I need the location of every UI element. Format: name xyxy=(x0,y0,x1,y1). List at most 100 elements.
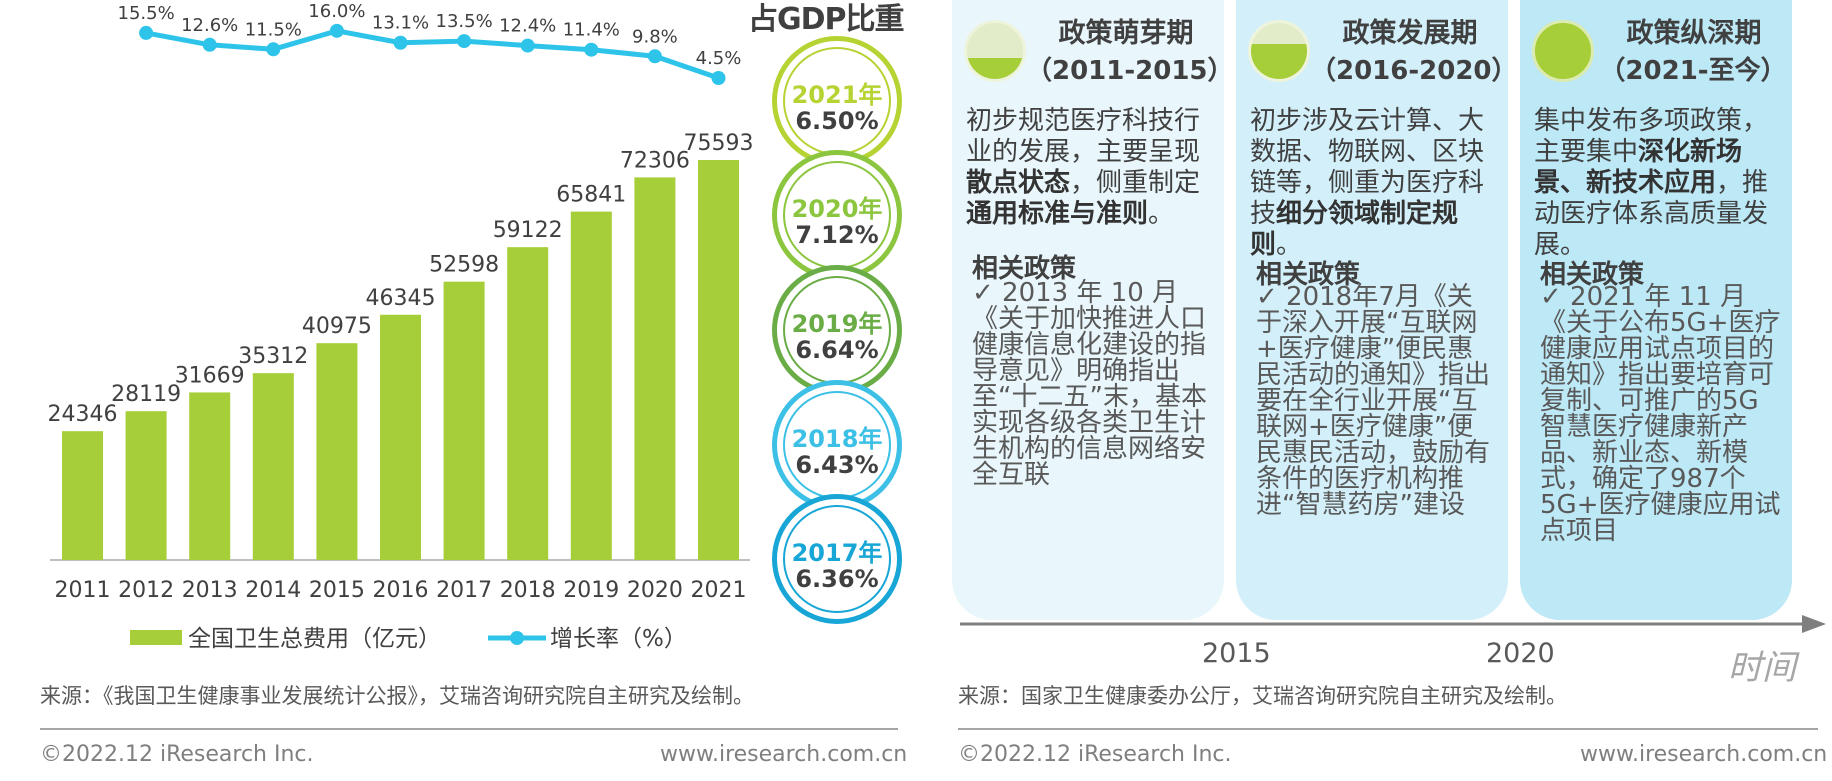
bar-2018 xyxy=(507,247,549,560)
bar-2015 xyxy=(316,343,358,560)
timeline-arrow-icon xyxy=(1802,615,1826,633)
phase-years: （2016-2020） xyxy=(1310,56,1518,86)
growth-rate-label: 13.5% xyxy=(436,11,493,32)
left-source-note: 来源：《我国卫生健康事业发展统计公报》，艾瑞咨询研究院自主研究及绘制。 xyxy=(40,684,754,708)
growth-rate-point xyxy=(457,34,472,49)
legend-line-marker xyxy=(510,631,524,645)
growth-rate-point xyxy=(647,49,662,64)
desc-text: ，推动医疗体系高质量发展。 xyxy=(1534,168,1769,260)
gdp-ring-value: 6.64% xyxy=(795,336,879,364)
right-website: www.iresearch.com.cn xyxy=(1580,742,1828,767)
emphasis-text: 通用标准与准则 xyxy=(966,199,1149,229)
phase-progress-icon-low xyxy=(964,20,1026,82)
x-tick-label: 2020 xyxy=(627,578,683,603)
gdp-ring-value: 6.43% xyxy=(795,451,879,479)
legend-bar-label: 全国卫生总费用（亿元） xyxy=(188,626,441,652)
gdp-ring-1: 2020年 7.12% xyxy=(772,150,902,280)
bar-value-label: 28119 xyxy=(111,382,181,407)
gdp-ring-year: 2021年 xyxy=(791,81,883,109)
x-tick-label: 2016 xyxy=(373,578,429,603)
gdp-ring-year: 2020年 xyxy=(791,195,883,223)
growth-rate-label: 4.5% xyxy=(696,48,742,69)
bar-value-label: 46345 xyxy=(366,286,436,311)
growth-rate-label: 12.4% xyxy=(499,16,556,37)
timeline-tick-2015: 2015 xyxy=(1202,638,1271,669)
bar-value-label: 40975 xyxy=(302,314,372,339)
phase-title: 政策纵深期 xyxy=(1626,18,1762,49)
emphasis-text: 深化新场景、新技术应用 xyxy=(1534,137,1743,198)
x-tick-label: 2011 xyxy=(55,578,111,603)
emphasis-text: 散点状态 xyxy=(966,168,1071,198)
related-policy-heading: 相关政策 xyxy=(1540,260,1645,290)
gdp-ring-4: 2017年 6.36% xyxy=(772,494,902,624)
desc-text: 初步涉及云计算、大数据、物联网、区块链等，侧重为医疗科技 xyxy=(1250,106,1485,229)
phase-progress-icon-full xyxy=(1532,20,1594,82)
timeline-axis xyxy=(960,615,1826,633)
bar-2020 xyxy=(634,177,676,561)
phase-panel-3: 政策纵深期 （2021-至今） 集中发布多项政策，主要集中深化新场景、新技术应用… xyxy=(1520,0,1792,620)
gdp-ring-value: 6.50% xyxy=(795,107,879,135)
growth-rate-point xyxy=(139,25,154,40)
growth-rate-label: 12.6% xyxy=(181,15,238,36)
bar-value-label: 24346 xyxy=(48,402,118,427)
phase-title: 政策发展期 xyxy=(1342,18,1478,49)
right-copyright: ©2022.12 iResearch Inc. xyxy=(958,742,1232,767)
phase-years: （2011-2015） xyxy=(1026,56,1234,86)
bar-2019 xyxy=(570,211,612,560)
bar-2011 xyxy=(62,431,103,560)
gdp-ring-inner xyxy=(783,505,891,613)
growth-rate-point xyxy=(202,37,217,52)
related-policy-text: ✓ 2013 年 10 月《关于加快推进人口健康信息化建设的指导意见》明确指出至… xyxy=(972,278,1207,490)
desc-text: ，侧重制定 xyxy=(1070,168,1201,198)
left-copyright: ©2022.12 iResearch Inc. xyxy=(40,742,314,767)
bar-value-label: 72306 xyxy=(620,148,690,173)
growth-rate-label: 16.0% xyxy=(308,1,365,22)
growth-rate-point xyxy=(584,42,599,57)
growth-rate-point xyxy=(393,35,408,50)
left-website: www.iresearch.com.cn xyxy=(660,742,908,767)
related-policy-text: ✓ 2021 年 11 月《关于公布5G+医疗健康应用试点项目的通知》指出要培育… xyxy=(1540,282,1781,546)
growth-rate-label: 11.4% xyxy=(563,20,620,41)
bar-2017 xyxy=(443,281,485,560)
x-tick-label: 2014 xyxy=(245,578,301,603)
related-policy-heading: 相关政策 xyxy=(1256,260,1361,290)
x-tick-label: 2015 xyxy=(309,578,365,603)
timeline-axis-label: 时间 xyxy=(1728,648,1796,688)
x-tick-label: 2017 xyxy=(436,578,492,603)
bar-2016 xyxy=(380,314,421,560)
bar-value-label: 75593 xyxy=(684,131,754,156)
gdp-ring-2: 2019年 6.64% xyxy=(772,265,902,395)
x-tick-label: 2012 xyxy=(118,578,174,603)
desc-text: 。 xyxy=(1148,199,1175,229)
related-policy-heading: 相关政策 xyxy=(972,254,1077,284)
bar-value-label: 31669 xyxy=(175,363,245,388)
phase-panel-2: 政策发展期 （2016-2020） 初步涉及云计算、大数据、物联网、区块链等，侧… xyxy=(1236,0,1518,620)
desc-text: 。 xyxy=(1276,230,1303,260)
growth-rate-label: 15.5% xyxy=(118,3,175,24)
growth-rate-label: 9.8% xyxy=(632,26,678,47)
growth-rate-point xyxy=(520,38,535,53)
gdp-ring-0: 2021年 6.50% xyxy=(772,36,902,166)
phase-description: 集中发布多项政策，主要集中深化新场景、新技术应用，推动医疗体系高质量发展。 xyxy=(1534,106,1786,261)
phase-years: （2021-至今） xyxy=(1599,56,1787,86)
growth-rate-label: 11.5% xyxy=(245,19,302,40)
legend-bar-swatch xyxy=(130,630,182,645)
phase-description: 初步规范医疗科技行业的发展，主要呈现散点状态，侧重制定通用标准与准则。 xyxy=(966,106,1218,230)
growth-rate-line xyxy=(145,28,720,81)
gdp-ring-year: 2018年 xyxy=(791,425,883,453)
x-tick-label: 2019 xyxy=(563,578,619,603)
bar-2021 xyxy=(698,160,739,560)
gdp-ring-3: 2018年 6.43% xyxy=(772,380,902,510)
bar-value-label: 59122 xyxy=(493,218,563,243)
growth-rate-point xyxy=(329,23,344,38)
emphasis-text: 细分领域制定规则 xyxy=(1250,199,1459,260)
bar-2012 xyxy=(125,411,167,560)
timeline-tick-2020: 2020 xyxy=(1486,638,1555,669)
phase-progress-icon-mid xyxy=(1248,20,1310,82)
gdp-ring-year: 2017年 xyxy=(791,539,883,567)
bar-value-label: 65841 xyxy=(556,183,626,208)
gdp-ring-year: 2019年 xyxy=(791,310,883,338)
right-source-note: 来源：国家卫生健康委办公厅，艾瑞咨询研究院自主研究及绘制。 xyxy=(958,684,1567,708)
gdp-ring-value: 6.36% xyxy=(795,565,879,593)
